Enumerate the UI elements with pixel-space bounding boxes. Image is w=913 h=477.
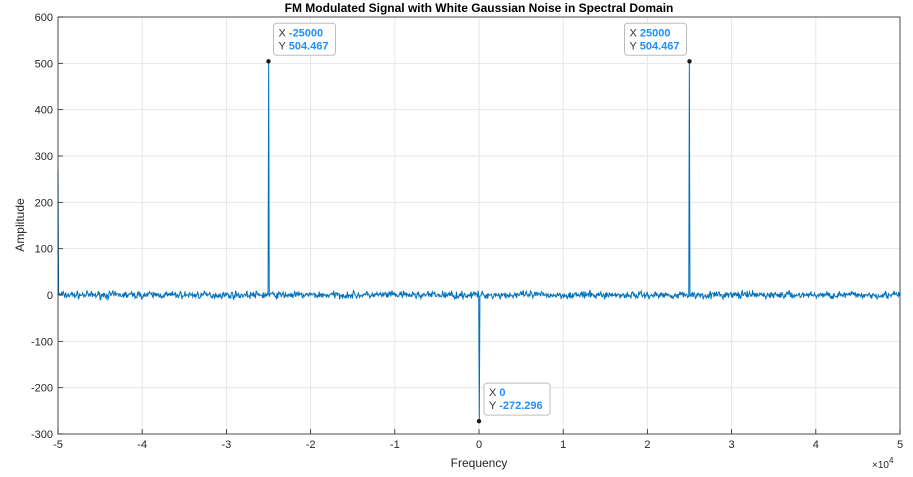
x-tick-label: -1 [390,439,400,451]
datatip-y-value: 504.467 [289,40,329,52]
datatip-y-row: Y 504.467 [279,40,329,52]
x-tick-label: -5 [53,439,63,451]
datatip-y-value: -272.296 [499,400,542,412]
y-tick-label: -200 [31,383,53,395]
y-tick-label: 0 [47,290,53,302]
datatip-x-row: X 0 [489,387,506,399]
datatip-y-key: Y [489,400,499,412]
datatip-y-key: Y [630,40,640,52]
series-group [57,61,901,422]
x-tick-label: 3 [729,439,735,451]
series-line [57,61,901,422]
x-tick-label: 1 [560,439,566,451]
datatip-x-value: -25000 [289,27,323,39]
x-axis-label: Frequency [451,456,508,470]
datatip-box [483,382,551,416]
y-tick-label: 300 [35,151,53,163]
datatip-x-value: 0 [499,387,505,399]
datatip-box [273,22,336,56]
datatip-y-value: 504.467 [640,40,680,52]
x-tick-label: -2 [306,439,316,451]
y-tick-label: 500 [35,58,53,70]
chart-title: FM Modulated Signal with White Gaussian … [285,1,674,15]
x-axis-exponent-power: 4 [889,456,894,465]
datatip-y-row: Y -272.296 [489,400,543,412]
ticks-group: -5 -4 -3 -2 -1 0 1 2 3 4 5 -300 -200 -100 0 100 200 300 40… [31,12,903,451]
x-tick-label: -4 [137,439,147,451]
y-tick-label: 600 [35,12,53,24]
datatip-x-key: X [279,27,289,39]
x-tick-label: 4 [813,439,819,451]
y-tick-label: 100 [35,244,53,256]
datatip-x-row: X -25000 [279,27,324,39]
datatip-y-row: Y 504.467 [630,40,680,52]
x-axis-exponent-base: ×10 [872,460,889,471]
x-tick-label: 5 [897,439,903,451]
datatip-x-key: X [630,27,640,39]
datatip-box [624,22,687,56]
datatip-marker [687,59,692,64]
x-tick-label: -3 [222,439,232,451]
y-tick-label: -300 [31,429,53,441]
datatip-y-key: Y [279,40,289,52]
y-axis-label: Amplitude [13,198,27,252]
y-tick-label: -100 [31,336,53,348]
datatip-x-value: 25000 [640,27,671,39]
x-axis-exponent: ×104 [872,456,894,471]
datatip-x-row: X 25000 [630,27,671,39]
datatip-marker [476,418,482,424]
x-tick-label: 0 [476,439,482,451]
datatip-marker [266,59,271,64]
x-tick-label: 2 [644,439,650,451]
datatip-x-key: X [489,387,499,399]
datatip[interactable]: X 0Y -272.296 [476,382,551,424]
y-tick-label: 400 [35,105,53,117]
y-tick-label: 200 [35,197,53,209]
